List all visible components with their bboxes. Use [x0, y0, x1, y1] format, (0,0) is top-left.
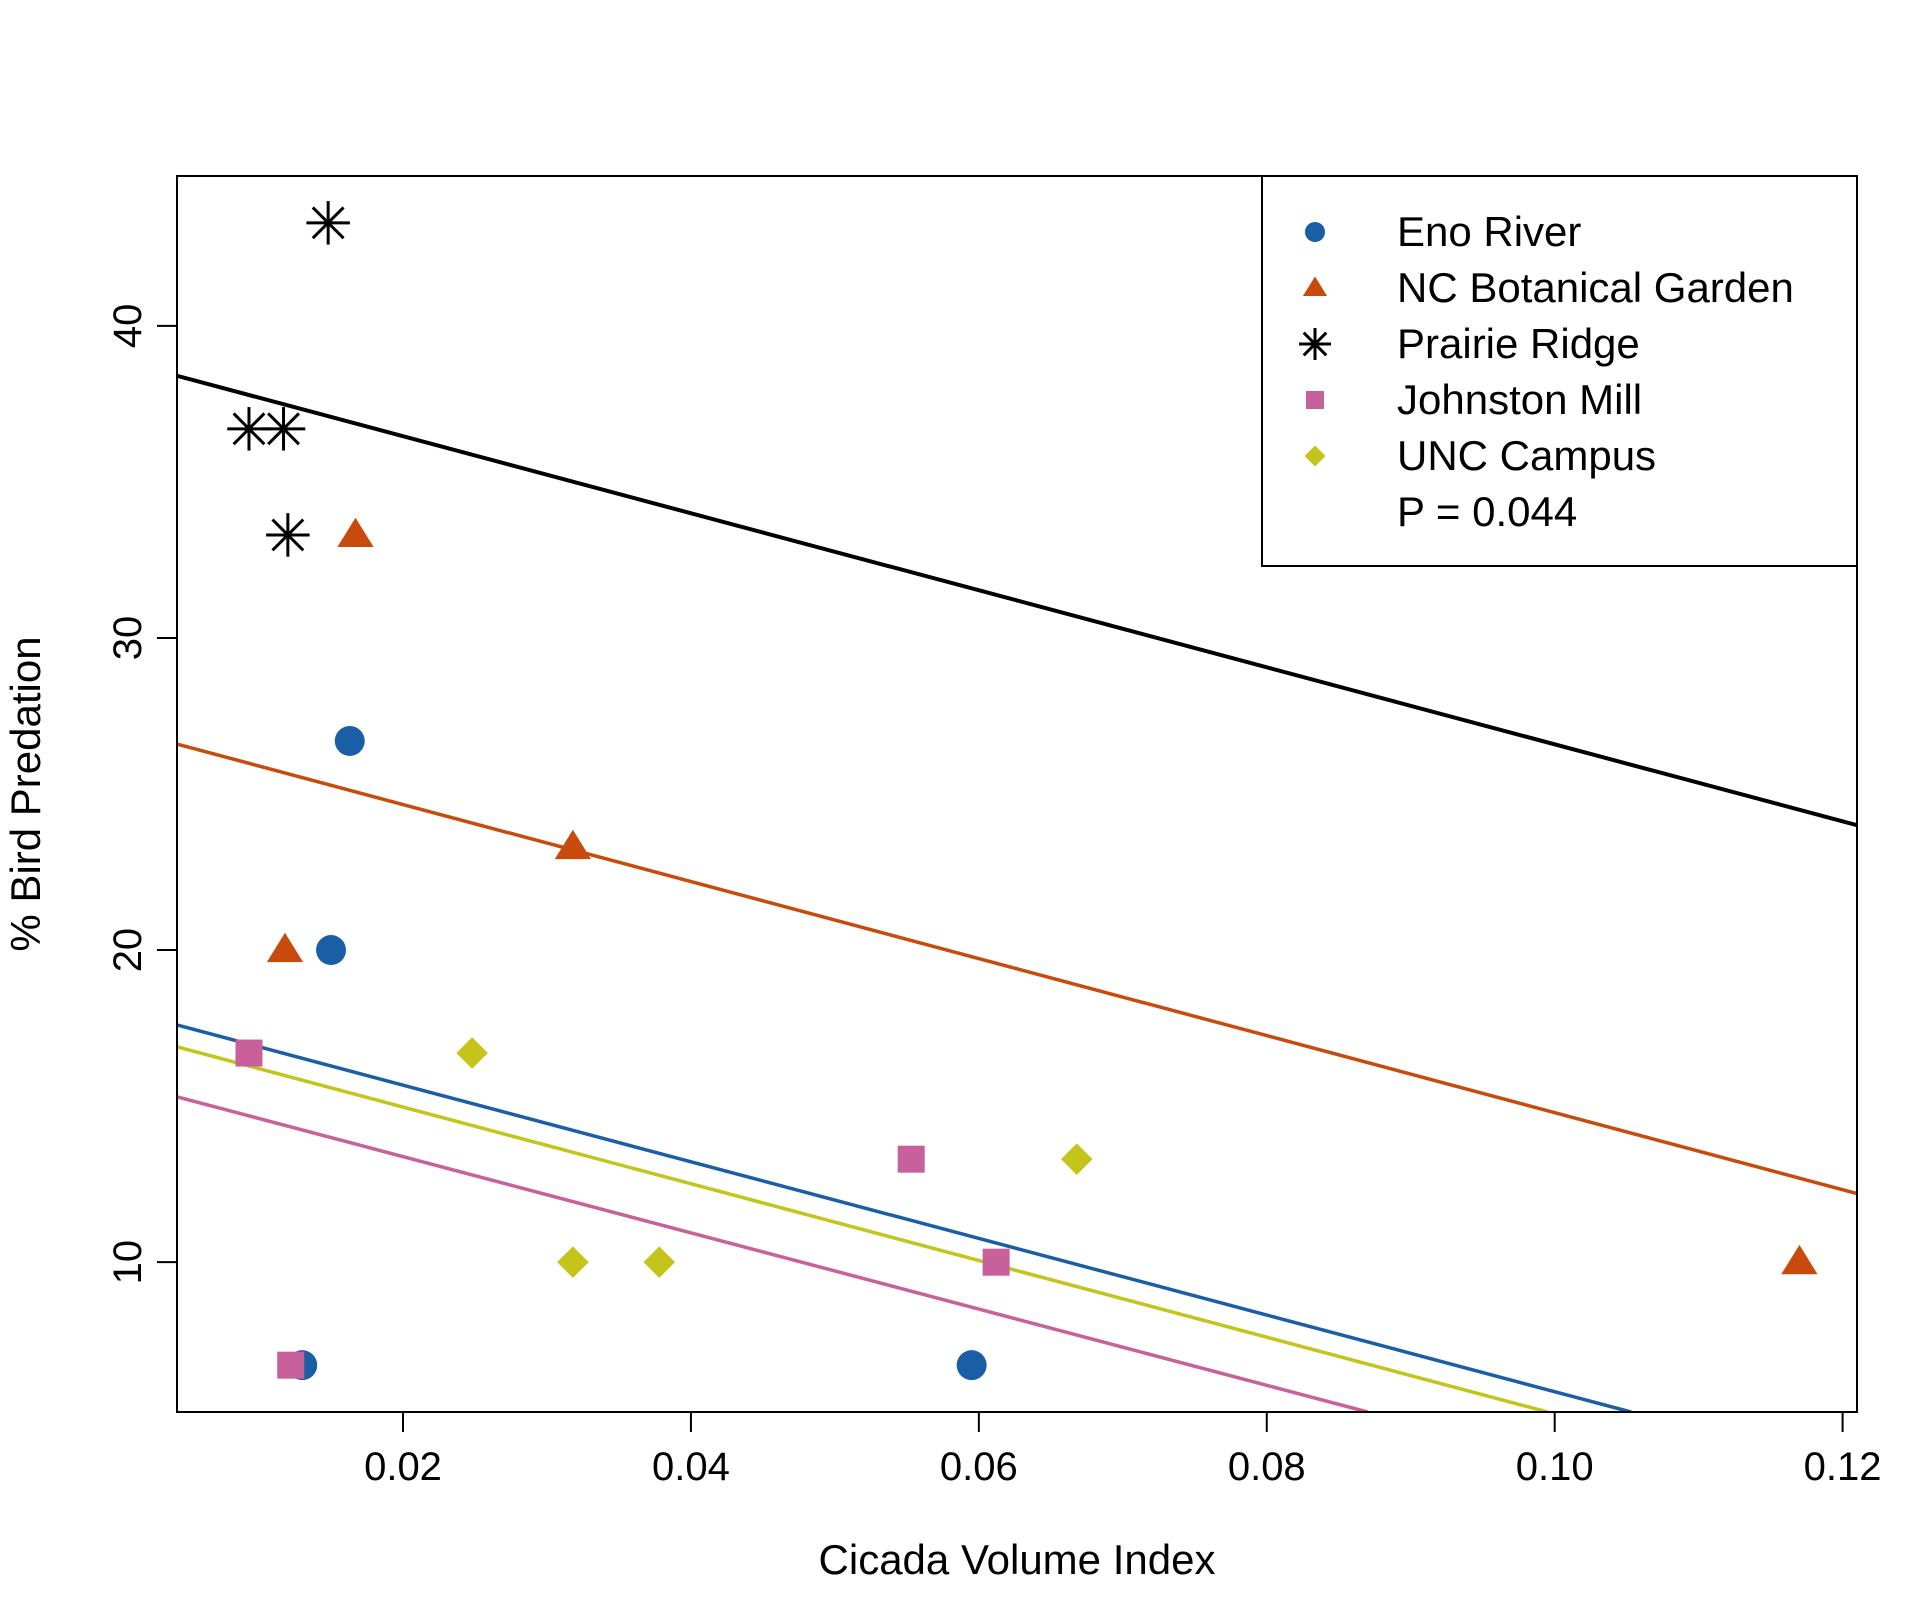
legend-marker-3 [1306, 391, 1324, 409]
y-tick-label: 10 [106, 1240, 150, 1285]
data-point-3-1 [277, 1351, 305, 1379]
legend-label-4: UNC Campus [1397, 432, 1656, 479]
y-tick-label: 40 [106, 304, 150, 349]
data-point-4-1 [557, 1246, 589, 1278]
fit-line-2 [177, 373, 1857, 828]
data-point-4-0 [456, 1037, 488, 1069]
data-point-1-2 [554, 829, 591, 860]
data-point-3-2 [897, 1145, 925, 1173]
legend: P = 0.044 Eno River NC Botanical Garden Pr… [1261, 175, 1858, 567]
data-point-0-1 [316, 935, 347, 966]
fit-line-3 [177, 1095, 1368, 1412]
data-point-3-3 [982, 1248, 1010, 1276]
data-points [227, 201, 1818, 1381]
legend-marker-4 [1304, 445, 1326, 467]
x-tick-label: 0.12 [1804, 1445, 1882, 1489]
x-tick-label: 0.04 [652, 1445, 730, 1489]
data-point-2-3 [266, 513, 310, 557]
data-point-2-0 [306, 201, 350, 245]
data-point-0-3 [956, 1350, 987, 1381]
x-tick-label: 0.10 [1516, 1445, 1594, 1489]
fit-lines [177, 373, 1857, 1412]
data-point-2-1 [227, 407, 271, 451]
legend-box [1261, 175, 1858, 567]
legend-label-1: NC Botanical Garden [1397, 264, 1794, 311]
legend-marker-1 [1302, 276, 1328, 297]
y-tick-label: 20 [106, 928, 150, 973]
x-tick-label: 0.08 [1228, 1445, 1306, 1489]
y-tick-label: 30 [106, 616, 150, 661]
legend-label-0: Eno River [1397, 208, 1581, 255]
plot-frame [176, 175, 1858, 1413]
data-point-2-2 [261, 407, 306, 451]
fit-line-0 [177, 1023, 1632, 1412]
legend-label-3: Johnston Mill [1397, 376, 1642, 423]
legend-marker-2 [1299, 328, 1331, 360]
legend-annotation: P = 0.044 [1397, 488, 1577, 535]
data-point-0-0 [334, 725, 365, 756]
fit-line-1 [177, 742, 1857, 1196]
x-axis-label: Cicada Volume Index [819, 1536, 1216, 1583]
data-point-1-1 [266, 932, 304, 963]
legend-label-2: Prairie Ridge [1397, 320, 1640, 367]
data-point-4-2 [643, 1246, 676, 1278]
x-axis: 0.02 0.04 0.06 0.08 0.10 0.12 [364, 1412, 1882, 1489]
x-tick-label: 0.02 [364, 1445, 442, 1489]
y-axis: 10 20 30 40 [106, 304, 177, 1285]
fit-line-4 [177, 1045, 1548, 1412]
data-point-1-0 [337, 517, 374, 548]
data-point-4-3 [1060, 1143, 1093, 1175]
y-axis-label: % Bird Predation [2, 636, 49, 951]
data-point-3-0 [235, 1039, 263, 1067]
legend-marker-0 [1305, 222, 1325, 242]
data-point-1-3 [1781, 1244, 1818, 1275]
x-tick-label: 0.06 [940, 1445, 1018, 1489]
